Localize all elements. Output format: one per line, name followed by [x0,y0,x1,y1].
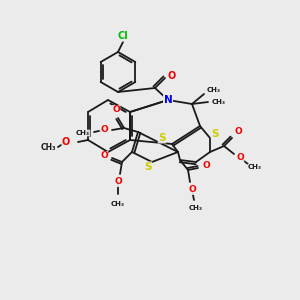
Text: O: O [202,161,210,170]
Text: O: O [234,128,242,136]
Text: CH₃: CH₃ [248,164,262,170]
Text: S: S [144,162,152,172]
Text: CH₃: CH₃ [111,201,125,207]
Text: N: N [164,95,172,105]
Text: O: O [62,137,70,147]
Text: N: N [164,95,172,105]
Text: O: O [114,178,122,187]
Text: S: S [211,129,219,139]
Text: O: O [188,185,196,194]
Text: O: O [100,152,108,160]
Text: Cl: Cl [118,31,128,41]
Text: CH₃: CH₃ [212,99,226,105]
Text: O: O [168,71,176,81]
Text: S: S [158,133,166,143]
Text: O: O [236,154,244,163]
Text: CH₃: CH₃ [40,143,56,152]
Text: CH₃: CH₃ [76,130,90,136]
Text: O: O [100,125,108,134]
Text: O: O [112,106,120,115]
Text: CH₃: CH₃ [207,87,221,93]
Text: CH₃: CH₃ [189,205,203,211]
